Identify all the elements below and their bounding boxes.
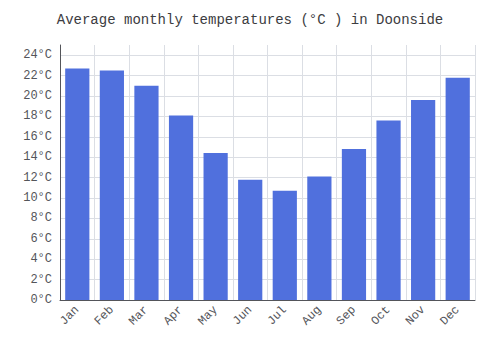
svg-text:22°C: 22°C [23, 69, 52, 83]
svg-text:24°C: 24°C [23, 48, 52, 62]
svg-text:18°C: 18°C [23, 109, 52, 123]
svg-text:Feb: Feb [92, 303, 117, 328]
svg-text:4°C: 4°C [30, 252, 52, 266]
svg-text:Mar: Mar [126, 303, 151, 328]
svg-text:Jun: Jun [230, 303, 255, 328]
svg-text:0°C: 0°C [30, 293, 52, 307]
svg-text:14°C: 14°C [23, 150, 52, 164]
svg-text:Apr: Apr [161, 303, 186, 328]
svg-text:Oct: Oct [368, 303, 393, 328]
svg-text:Sep: Sep [334, 303, 359, 328]
svg-text:20°C: 20°C [23, 89, 52, 103]
svg-text:10°C: 10°C [23, 191, 52, 205]
svg-text:Nov: Nov [403, 303, 428, 328]
svg-text:Aug: Aug [299, 303, 324, 328]
svg-text:Dec: Dec [438, 303, 463, 328]
svg-text:16°C: 16°C [23, 130, 52, 144]
svg-text:May: May [195, 303, 220, 328]
svg-text:Jul: Jul [265, 303, 290, 328]
svg-text:8°C: 8°C [30, 211, 52, 225]
svg-text:6°C: 6°C [30, 232, 52, 246]
svg-text:Average monthly temperatures (: Average monthly temperatures (°C ) in Do… [57, 12, 443, 28]
svg-text:12°C: 12°C [23, 171, 52, 185]
svg-text:2°C: 2°C [30, 273, 52, 287]
svg-text:Jan: Jan [57, 303, 82, 328]
